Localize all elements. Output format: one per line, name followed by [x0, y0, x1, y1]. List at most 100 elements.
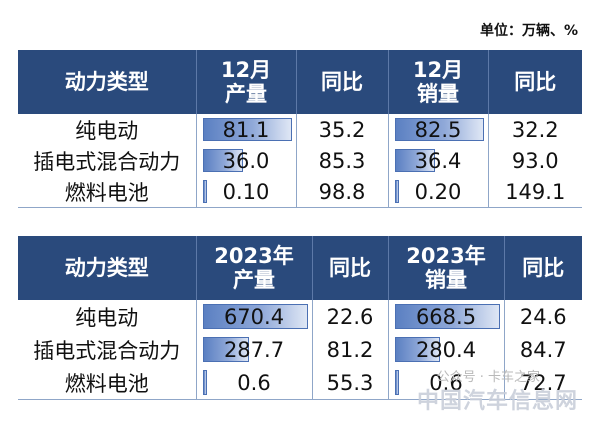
cell-production-bar — [202, 118, 292, 141]
table-december: 动力类型 12月 产量 同比 12月 销量 同比 纯电动 81.1 35.2 82.5… — [18, 50, 582, 208]
cell-sales-yoy-value: 93.0 — [511, 148, 559, 173]
cell-sales: 82.5 — [388, 114, 489, 145]
cell-sales-value: 280.4 — [415, 337, 477, 362]
cell-sales-bar — [394, 370, 399, 395]
header-prod-yoy: 同比 — [312, 236, 389, 300]
cell-prod-yoy-value: 22.6 — [326, 304, 374, 329]
cell-prod-yoy: 98.8 — [296, 176, 389, 208]
cell-prod-yoy: 22.6 — [312, 300, 389, 333]
cell-sales-yoy: 93.0 — [488, 145, 582, 176]
cell-sales-value: 36.4 — [414, 148, 462, 173]
cell-sales-yoy: 32.2 — [488, 114, 582, 145]
cell-production-bar — [202, 149, 244, 172]
cell-production: 36.0 — [196, 145, 297, 176]
cell-sales-bar — [394, 118, 484, 141]
header-type: 动力类型 — [18, 50, 197, 114]
cell-sales-bar — [394, 304, 500, 329]
cell-sales: 280.4 — [388, 333, 505, 366]
cell-production: 0.10 — [196, 176, 297, 208]
table-row: 插电式混合动力 36.0 85.3 36.4 93.0 — [18, 145, 582, 176]
cell-production-value: 670.4 — [223, 304, 285, 329]
table-header-row: 动力类型 12月 产量 同比 12月 销量 同比 — [18, 50, 582, 114]
cell-type: 燃料电池 — [18, 366, 197, 400]
cell-prod-yoy: 85.3 — [296, 145, 389, 176]
table-header-row: 动力类型 2023年 产量 同比 2023年 销量 同比 — [18, 236, 582, 300]
cell-sales-bar — [394, 337, 440, 362]
cell-sales-bar — [394, 180, 399, 203]
cell-production-bar — [202, 304, 308, 329]
cell-type-value: 燃料电池 — [64, 371, 149, 396]
header-production: 2023年 产量 — [196, 236, 313, 300]
table-row: 纯电动 670.4 22.6 668.5 24.6 — [18, 300, 582, 333]
watermark-publisher: 公众号 · 卡车之家 — [436, 370, 540, 385]
header-sales-yoy-label: 同比 — [514, 70, 557, 94]
cell-production-bar — [202, 370, 207, 395]
cell-sales-yoy: 149.1 — [488, 176, 582, 208]
header-sales-yoy: 同比 — [488, 50, 582, 114]
cell-type-value: 纯电动 — [75, 118, 139, 143]
header-production: 12月 产量 — [196, 50, 297, 114]
header-type-label: 动力类型 — [64, 256, 149, 280]
cell-sales-yoy: 72.7 — [504, 366, 582, 400]
header-production-label: 2023年 产量 — [214, 244, 294, 292]
cell-production: 0.6 — [196, 366, 313, 400]
header-type: 动力类型 — [18, 236, 197, 300]
cell-prod-yoy: 81.2 — [312, 333, 389, 366]
header-prod-yoy: 同比 — [296, 50, 389, 114]
cell-sales: 0.20 — [388, 176, 489, 208]
cell-prod-yoy-value: 98.8 — [318, 179, 366, 204]
header-sales-yoy: 同比 — [504, 236, 582, 300]
cell-type: 纯电动 — [18, 300, 197, 333]
header-sales: 12月 销量 — [388, 50, 489, 114]
header-sales-label: 12月 销量 — [412, 58, 464, 106]
table-row: 燃料电池 0.6 55.3 0.6 72.7 — [18, 366, 582, 400]
cell-type-value: 燃料电池 — [64, 180, 149, 205]
cell-type-value: 插电式混合动力 — [33, 149, 181, 174]
cell-sales-bar — [394, 149, 435, 172]
cell-prod-yoy-value: 55.3 — [326, 370, 374, 395]
table-row: 插电式混合动力 287.7 81.2 280.4 84.7 — [18, 333, 582, 366]
cell-production-value: 0.6 — [237, 370, 271, 395]
cell-prod-yoy-value: 35.2 — [318, 117, 366, 142]
header-production-label: 12月 产量 — [220, 58, 272, 106]
cell-production: 81.1 — [196, 114, 297, 145]
cell-type-value: 纯电动 — [75, 305, 139, 330]
cell-type: 插电式混合动力 — [18, 145, 197, 176]
unit-label: 单位：万辆、% — [479, 23, 578, 39]
cell-production-value: 287.7 — [223, 337, 285, 362]
table-2023: 动力类型 2023年 产量 同比 2023年 销量 同比 纯电动 670.4 22.… — [18, 236, 582, 400]
cell-production: 287.7 — [196, 333, 313, 366]
header-type-label: 动力类型 — [64, 70, 149, 94]
cell-sales-yoy: 24.6 — [504, 300, 582, 333]
header-prod-yoy-label: 同比 — [321, 70, 363, 94]
cell-sales: 36.4 — [388, 145, 489, 176]
cell-sales-value: 82.5 — [414, 117, 462, 142]
watermark-site: 中国汽车信息网 — [416, 389, 578, 414]
cell-prod-yoy: 55.3 — [312, 366, 389, 400]
header-sales-yoy-label: 同比 — [522, 256, 565, 280]
cell-prod-yoy: 35.2 — [296, 114, 389, 145]
cell-type: 纯电动 — [18, 114, 197, 145]
cell-sales-value: 0.6 — [429, 370, 463, 395]
cell-sales-value: 0.20 — [414, 179, 462, 204]
cell-production-bar — [202, 337, 249, 362]
cell-sales-yoy-value: 84.7 — [519, 337, 567, 362]
cell-type: 燃料电池 — [18, 176, 197, 208]
cell-production-value: 36.0 — [222, 148, 270, 173]
cell-sales-yoy-value: 72.7 — [519, 370, 567, 395]
cell-prod-yoy-value: 81.2 — [326, 337, 374, 362]
cell-sales-value: 668.5 — [415, 304, 477, 329]
cell-production-value: 81.1 — [222, 117, 270, 142]
header-sales-label: 2023年 销量 — [406, 244, 486, 292]
cell-production-bar — [202, 180, 207, 203]
cell-sales-yoy: 84.7 — [504, 333, 582, 366]
header-prod-yoy-label: 同比 — [329, 256, 371, 280]
cell-sales: 0.6 — [388, 366, 505, 400]
cell-prod-yoy-value: 85.3 — [318, 148, 366, 173]
cell-sales-yoy-value: 149.1 — [505, 179, 566, 204]
cell-sales: 668.5 — [388, 300, 505, 333]
table-row: 纯电动 81.1 35.2 82.5 32.2 — [18, 114, 582, 145]
cell-production: 670.4 — [196, 300, 313, 333]
header-sales: 2023年 销量 — [388, 236, 505, 300]
cell-sales-yoy-value: 32.2 — [511, 117, 559, 142]
